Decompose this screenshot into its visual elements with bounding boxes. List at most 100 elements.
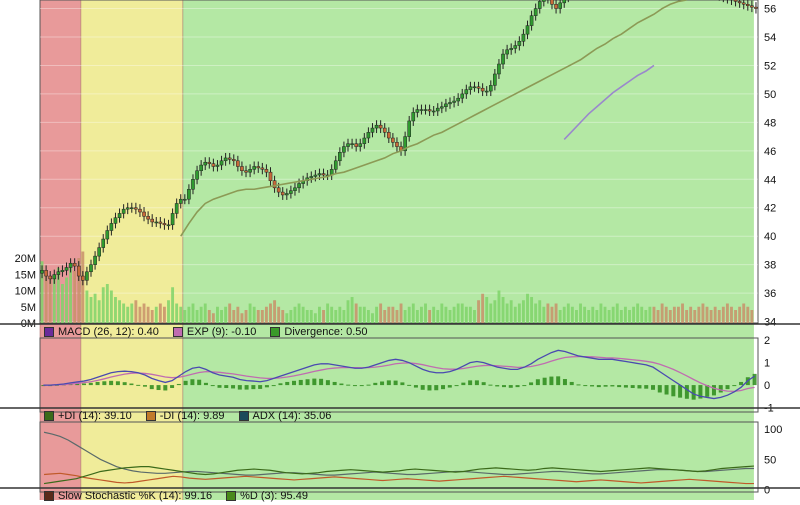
volume-bar xyxy=(264,306,268,323)
volume-bar xyxy=(224,306,228,323)
candle-body xyxy=(476,86,481,89)
candle-body xyxy=(109,223,114,231)
candle-body xyxy=(338,152,342,162)
volume-bar xyxy=(342,310,346,323)
candle-body xyxy=(411,112,416,122)
candle-body xyxy=(480,87,485,92)
volume-bar xyxy=(721,306,725,323)
candle-body xyxy=(178,198,183,204)
volume-bar xyxy=(521,300,525,323)
divergence-bar xyxy=(549,376,554,386)
volume-bar xyxy=(603,306,607,323)
volume-bar xyxy=(403,310,407,323)
divergence-bar xyxy=(142,385,147,387)
stoch-d-legend-label: %D (3): 95.49 xyxy=(240,490,308,502)
volume-bar xyxy=(379,303,383,323)
candle-body xyxy=(195,170,199,180)
candle-body xyxy=(174,203,179,214)
divergence-bar xyxy=(732,385,737,387)
volume-bar xyxy=(97,300,101,323)
volume-bar xyxy=(575,310,578,323)
volume-bar xyxy=(562,306,566,323)
macd-frame xyxy=(39,337,759,413)
candle-body xyxy=(419,109,424,111)
divergence-bar xyxy=(271,385,276,387)
divergence-bar xyxy=(400,382,405,386)
macd-legend-item: MACD (26, 12): 0.40 xyxy=(44,326,159,338)
divergence-bar xyxy=(576,384,581,386)
candle-body xyxy=(741,2,746,5)
volume-bar xyxy=(289,310,293,323)
adx-legend-label: ADX (14): 35.06 xyxy=(252,410,332,422)
volume-bar xyxy=(334,310,338,323)
candle-body xyxy=(362,137,367,144)
candle-body xyxy=(542,0,546,2)
divergence-bar xyxy=(705,385,710,397)
candle-body xyxy=(191,179,195,190)
candle-body xyxy=(60,270,65,273)
volume-bar xyxy=(587,310,591,323)
divergence-bar xyxy=(623,385,628,388)
candle-body xyxy=(737,1,742,4)
minus-di-line xyxy=(43,472,754,485)
divergence-bar xyxy=(495,385,500,387)
divergence-bar xyxy=(170,385,175,389)
candle-body xyxy=(321,173,326,176)
candle-body xyxy=(280,191,285,196)
candle-body xyxy=(403,136,407,152)
macd-tick-label: 0 xyxy=(764,380,770,392)
candle-body xyxy=(154,221,159,224)
volume-bar xyxy=(497,290,501,323)
divergence-bar xyxy=(75,383,80,386)
candle-body xyxy=(431,110,436,113)
divergence-bar xyxy=(535,379,540,386)
candle-body xyxy=(440,106,444,109)
candle-body xyxy=(244,170,248,173)
candle-body xyxy=(150,218,154,223)
divergence-bar xyxy=(637,385,642,389)
candle-body xyxy=(382,127,387,133)
candle-body xyxy=(223,157,228,162)
candle-body xyxy=(260,167,265,170)
volume-bar xyxy=(232,310,236,323)
divergence-bar xyxy=(562,379,567,386)
volume-bar xyxy=(628,310,631,323)
candle-body xyxy=(342,146,346,153)
divergence-bar xyxy=(583,385,588,387)
volume-bar xyxy=(203,303,207,323)
candle-body xyxy=(505,49,509,55)
volume-bar xyxy=(742,303,746,323)
candle-body xyxy=(293,187,297,191)
volume-bar xyxy=(391,306,395,323)
divergence-bar xyxy=(312,378,317,386)
divergence-bar xyxy=(346,384,351,386)
candle-body xyxy=(346,143,350,147)
divergence-bar xyxy=(264,385,269,388)
divergence-bar xyxy=(237,385,242,390)
divergence-bar xyxy=(468,380,473,386)
exp-legend-item: EXP (9): -0.10 xyxy=(172,326,256,338)
volume-bar xyxy=(216,306,219,323)
candle-body xyxy=(501,53,505,65)
volume-bar xyxy=(591,306,595,323)
divergence-bar xyxy=(684,385,689,399)
candle-body xyxy=(56,271,61,275)
volume-bar xyxy=(318,306,321,323)
volume-bar xyxy=(444,306,448,323)
volume-bar xyxy=(664,306,668,323)
volume-bar xyxy=(493,300,497,323)
candle-body xyxy=(333,160,338,170)
volume-bar xyxy=(114,297,117,323)
candle-body xyxy=(444,103,448,107)
volume-bar xyxy=(395,310,399,323)
volume-bar xyxy=(566,303,570,323)
volume-bar xyxy=(477,300,480,323)
volume-bar xyxy=(436,310,440,323)
volume-bar xyxy=(725,303,729,323)
volume-bar xyxy=(538,300,542,323)
dmi-tick-label: 50 xyxy=(764,454,776,466)
macd-legend: MACD (26, 12): 0.40 EXP (9): -0.10 Diver… xyxy=(44,326,382,338)
divergence-bar xyxy=(630,385,635,389)
divergence-bar xyxy=(610,385,615,387)
dmi-legend: +DI (14): 39.10 -DI (14): 9.89 ADX (14):… xyxy=(44,410,345,422)
